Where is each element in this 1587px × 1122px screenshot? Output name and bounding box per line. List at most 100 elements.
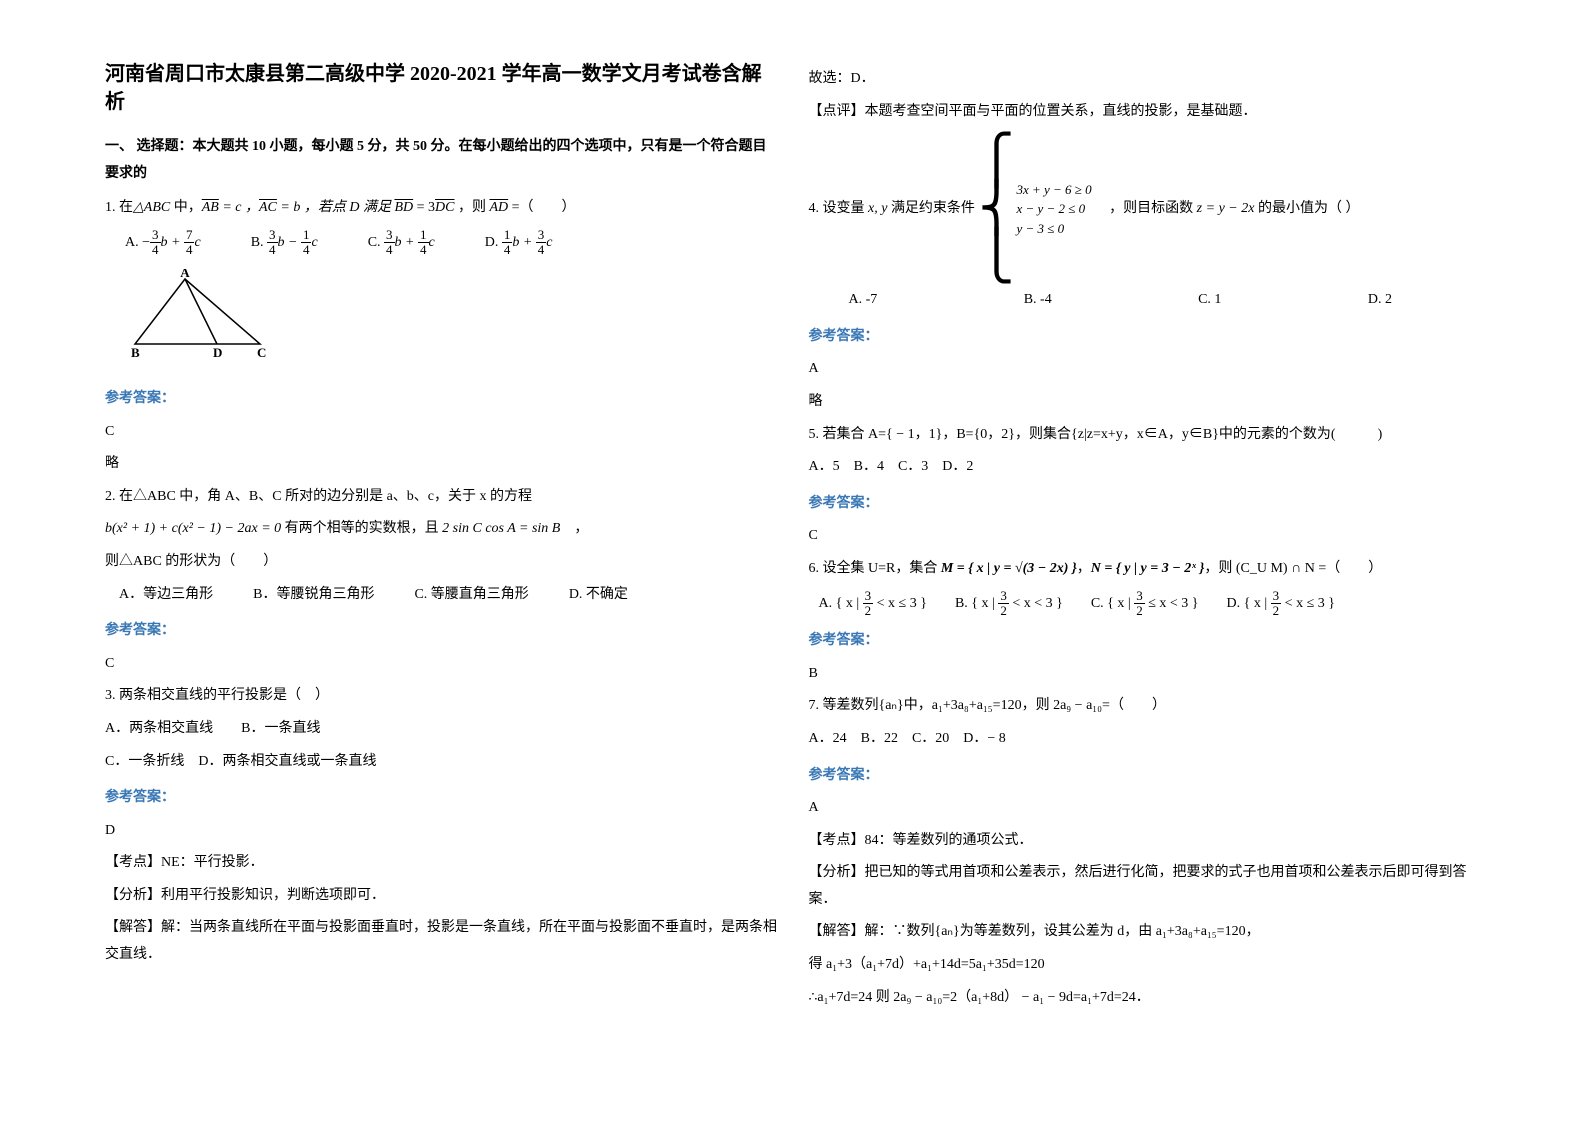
- q3-answer: D: [105, 818, 779, 845]
- set-n: N = { y | y = 3 − 2ˣ }: [1091, 561, 1205, 576]
- d: 4: [301, 243, 312, 257]
- mid: b +: [161, 235, 184, 250]
- q2-optB: B．等腰锐角三角形: [253, 582, 374, 609]
- text: ，则目标函数: [1095, 201, 1197, 216]
- q7-opts: A．24 B．22 C．20 D．− 8: [809, 726, 1483, 753]
- text: 的最小值为（ ）: [1254, 201, 1359, 216]
- line2: x − y − 2 ≤ 0: [1016, 199, 1091, 219]
- q7-stem: 7. 等差数列{aₙ}中，a₁+3a₈+a₁₅=120，则 2a₉ − a₁₀=…: [809, 693, 1483, 720]
- brace-icon: ⎧⎨⎩: [978, 137, 1014, 281]
- doc-title: 河南省周口市太康县第二高级中学 2020-2021 学年高一数学文月考试卷含解析: [105, 60, 779, 116]
- answer-label: 参考答案：: [105, 618, 779, 645]
- d: 4: [536, 243, 547, 257]
- vec-ac: AC: [259, 200, 277, 215]
- answer-label: 参考答案：: [105, 386, 779, 413]
- text: 6. 设全集 U=R，集合: [809, 561, 941, 576]
- q4-options: A. -7 B. -4 C. 1 D. 2: [849, 287, 1483, 314]
- text: 中，: [170, 200, 202, 215]
- q4-stem: 4. 设变量 x, y 满足约束条件 ⎧⎨⎩ 3x + y − 6 ≥ 0 x …: [809, 137, 1483, 281]
- text: ，: [560, 521, 588, 536]
- q2-options: A．等边三角形 B．等腰锐角三角形 C. 等腰直角三角形 D. 不确定: [119, 582, 779, 609]
- q2-eq: b(x² + 1) + c(x² − 1) − 2ax = 0 有两个相等的实数…: [105, 516, 779, 543]
- q1-optD: D. 14b + 34c: [485, 228, 553, 258]
- n: 3: [536, 228, 547, 243]
- text: ，则: [454, 200, 489, 215]
- q1-answer: C: [105, 419, 779, 446]
- q1-options: A. −34b + 74c B. 34b − 14c C. 34b + 14c …: [125, 228, 779, 258]
- q7-a1: 【考点】84：等差数列的通项公式．: [809, 828, 1483, 855]
- mid: b −: [278, 235, 301, 250]
- q4-optC: C. 1: [1198, 287, 1221, 314]
- q4-answer: A: [809, 356, 1483, 383]
- q7-a4: 得 a₁+3（a₁+7d）+a₁+14d=5a₁+35d=120: [809, 952, 1483, 979]
- left-column: 河南省周口市太康县第二高级中学 2020-2021 学年高一数学文月考试卷含解析…: [90, 60, 794, 1062]
- svg-text:B: B: [131, 345, 140, 359]
- q4-optA: A. -7: [849, 287, 878, 314]
- q1-stem: 1. 在△ABC 中，AB = c ，AC = b ，若点 D 满足 BD = …: [105, 195, 779, 222]
- text: △ABC: [133, 200, 170, 215]
- post: < x ≤ 3 }: [873, 596, 927, 611]
- text: 1. 在: [105, 200, 133, 215]
- q3-a4: 故选：D．: [809, 66, 1483, 93]
- label: D.: [485, 235, 502, 250]
- mid: b +: [512, 235, 535, 250]
- pre: C. { x |: [1091, 596, 1134, 611]
- post: c: [429, 235, 435, 250]
- label: C.: [368, 235, 384, 250]
- line3: y − 3 ≤ 0: [1016, 219, 1091, 239]
- d: 2: [863, 604, 874, 618]
- svg-text:A: A: [180, 269, 190, 280]
- label: B.: [251, 235, 267, 250]
- q5-answer: C: [809, 523, 1483, 550]
- q5-opts: A．5 B．4 C．3 D．2: [809, 454, 1483, 481]
- q4-optD: D. 2: [1368, 287, 1392, 314]
- q1-note: 略: [105, 451, 779, 478]
- d: 4: [267, 243, 278, 257]
- comma: ，: [1077, 561, 1091, 576]
- pre: D. { x |: [1227, 596, 1271, 611]
- triangle-icon: A B D C: [125, 269, 275, 359]
- q3-stem: 3. 两条相交直线的平行投影是（ ）: [105, 683, 779, 710]
- q6-answer: B: [809, 661, 1483, 688]
- answer-label: 参考答案：: [809, 628, 1483, 655]
- system-brace: ⎧⎨⎩ 3x + y − 6 ≥ 0 x − y − 2 ≤ 0 y − 3 ≤…: [978, 137, 1091, 281]
- vec-dc: DC: [435, 200, 454, 215]
- z: z = y − 2x: [1197, 201, 1255, 216]
- vec-ab: AB: [202, 200, 219, 215]
- text: ，则 (C_U M) ∩ N =（ ）: [1204, 561, 1382, 576]
- trig: 2 sin C cos A = sin B: [442, 521, 560, 536]
- n: 3: [998, 589, 1009, 604]
- d: 2: [1271, 604, 1282, 618]
- d: 4: [184, 243, 195, 257]
- post: < x < 3 }: [1009, 596, 1063, 611]
- n: 3: [267, 228, 278, 243]
- d: 2: [1134, 604, 1145, 618]
- answer-label: 参考答案：: [105, 785, 779, 812]
- q6-optD: D. { x | 32 < x ≤ 3 }: [1227, 589, 1335, 619]
- d: 4: [150, 243, 161, 257]
- text: 满足约束条件: [887, 201, 978, 216]
- q2-optD: D. 不确定: [569, 582, 628, 609]
- post: ≤ x < 3 }: [1145, 596, 1199, 611]
- text: = 3: [413, 200, 435, 215]
- q3-optsA: A．两条相交直线 B．一条直线: [105, 716, 779, 743]
- n: 1: [301, 228, 312, 243]
- q7-answer: A: [809, 795, 1483, 822]
- answer-label: 参考答案：: [809, 491, 1483, 518]
- q7-a3: 【解答】解：∵数列{aₙ}为等差数列，设其公差为 d，由 a₁+3a₈+a₁₅=…: [809, 919, 1483, 946]
- mid: b +: [395, 235, 418, 250]
- n: 3: [150, 228, 161, 243]
- n: 3: [384, 228, 395, 243]
- q3-a1: 【考点】NE：平行投影．: [105, 850, 779, 877]
- svg-text:C: C: [257, 345, 266, 359]
- q6-optC: C. { x | 32 ≤ x < 3 }: [1091, 589, 1199, 619]
- post: c: [546, 235, 552, 250]
- eq: b(x² + 1) + c(x² − 1) − 2ax = 0: [105, 521, 281, 536]
- pre: B. { x |: [955, 596, 998, 611]
- d: 4: [384, 243, 395, 257]
- line1: 3x + y − 6 ≥ 0: [1016, 180, 1091, 200]
- q6-stem: 6. 设全集 U=R，集合 M = { x | y = √(3 − 2x) }，…: [809, 556, 1483, 583]
- q4-optB: B. -4: [1024, 287, 1052, 314]
- d: 4: [502, 243, 513, 257]
- q6-optA: A. { x | 32 < x ≤ 3 }: [819, 589, 927, 619]
